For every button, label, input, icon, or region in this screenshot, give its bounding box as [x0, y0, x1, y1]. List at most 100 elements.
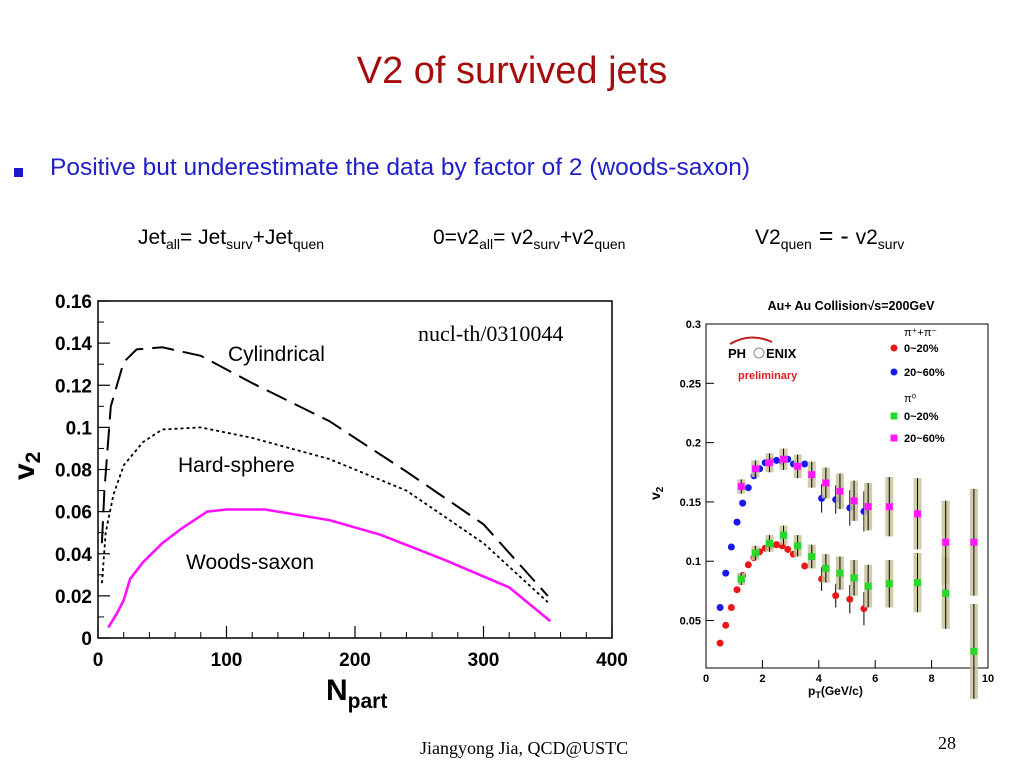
x-tick-label: 6 [872, 673, 878, 685]
x-tick-label: 8 [929, 673, 935, 685]
logo-arc [729, 336, 773, 345]
legend-marker [890, 368, 898, 376]
data-point [808, 552, 816, 560]
y-tick-label: 0.02 [55, 587, 92, 608]
series-line-woods-saxon [107, 508, 552, 629]
y-tick-label: 0.15 [680, 497, 701, 509]
data-point [722, 569, 730, 577]
data-point [808, 471, 816, 479]
logo-text-left: PH [728, 346, 746, 361]
y-tick-label: 0.16 [55, 292, 92, 313]
bullet-marker [14, 168, 23, 177]
data-point [751, 465, 759, 473]
y-tick-label: 0.14 [55, 334, 92, 355]
data-point [832, 592, 840, 600]
data-point [801, 460, 809, 468]
series-label: Woods-saxon [186, 551, 314, 574]
data-point [864, 582, 872, 590]
y-tick-label: 0.3 [686, 319, 701, 331]
legend-marker [890, 434, 898, 442]
legend-header: π⁺+π⁻ [904, 327, 937, 339]
logo-star-icon [753, 347, 765, 359]
data-point [716, 604, 724, 612]
data-point [850, 574, 858, 582]
data-point [794, 542, 802, 550]
v2-npart-chart: 0 0.02 0.04 0.06 0.08 0.1 0.12 0.14 0.16 0 100 200 3… [8, 292, 628, 713]
legend-marker [890, 412, 898, 420]
data-point [885, 503, 893, 511]
data-point [914, 510, 921, 518]
data-point [836, 569, 844, 577]
data-point [846, 595, 854, 603]
footer-author: Jiangyong Jia, QCD@USTC [420, 738, 629, 758]
data-point [822, 479, 830, 487]
y-tick-label: 0.04 [55, 545, 92, 566]
data-point [765, 539, 773, 547]
data-point [739, 499, 747, 507]
y-axis-label: v2 [8, 452, 45, 480]
slide-title: V2 of survived jets [356, 50, 668, 92]
data-point [836, 487, 844, 495]
y-tick-label: 0.1 [66, 418, 93, 439]
x-axis-label: Npart [326, 674, 387, 713]
y-tick-label: 0.2 [686, 438, 701, 450]
y-tick-label: 0.06 [55, 503, 92, 524]
data-point [864, 503, 872, 511]
data-point [737, 575, 745, 583]
data-point [801, 562, 809, 570]
y-tick-label: 0 [81, 629, 92, 650]
y-tick-label: 0.1 [686, 556, 701, 568]
x-tick-label: 2 [759, 673, 765, 685]
data-point [765, 459, 773, 467]
series-label: Cylindrical [228, 343, 325, 366]
x-tick-label: 10 [982, 673, 994, 685]
y-axis-label: v2 [647, 486, 666, 500]
data-point [727, 543, 735, 551]
data-point [784, 545, 792, 553]
x-tick-label: 0 [703, 673, 709, 685]
reference-annotation: nucl-th/0310044 [418, 321, 563, 346]
data-point [794, 462, 802, 470]
data-point [733, 586, 741, 594]
series-label: Hard-sphere [178, 454, 295, 477]
data-point [970, 647, 978, 655]
x-tick-label: 0 [93, 650, 104, 671]
equation-v2-quen: V2quen = - v2surv [755, 222, 905, 253]
data-point [773, 541, 780, 549]
legend-marker [890, 344, 898, 352]
data-point [822, 564, 830, 572]
data-point [744, 561, 752, 569]
data-point [914, 579, 921, 587]
y-tick-label: 0.08 [55, 461, 92, 482]
chart-title: Au+ Au Collision√s=200GeV [768, 299, 936, 313]
data-point [744, 484, 752, 492]
data-point [780, 531, 788, 539]
legend-label: 0~20% [904, 343, 939, 355]
data-point [942, 538, 950, 546]
slide-number: 28 [938, 733, 956, 753]
bullet-text: Positive but underestimate the data by f… [50, 154, 750, 181]
data-point [885, 580, 893, 588]
series-line-cylindrical [100, 346, 549, 597]
data-point [850, 497, 858, 505]
legend-label: 20~60% [904, 367, 945, 379]
data-point [970, 538, 978, 546]
data-point [737, 483, 745, 491]
data-point [727, 604, 735, 612]
y-tick-label: 0.05 [680, 616, 701, 628]
data-point [722, 621, 730, 629]
data-point [780, 455, 788, 463]
equation-jet-sum: Jetall= Jetsurv+Jetquen [138, 226, 325, 253]
legend-label: 20~60% [904, 433, 945, 445]
data-point [733, 518, 741, 526]
logo-subtitle: preliminary [738, 370, 798, 382]
y-tick-label: 0.25 [680, 378, 701, 390]
data-point [716, 639, 724, 647]
x-axis-label: pT(GeV/c) [808, 684, 863, 700]
phenix-v2-pt-chart: Au+ Au Collision√s=200GeV 0.05 0.1 0.15 0.2 0… [647, 299, 994, 700]
x-tick-label: 300 [468, 650, 500, 671]
data-point [942, 589, 950, 597]
plot-frame [705, 323, 989, 669]
legend-header: π⁰ [904, 393, 917, 405]
y-tick-label: 0.12 [55, 376, 92, 397]
